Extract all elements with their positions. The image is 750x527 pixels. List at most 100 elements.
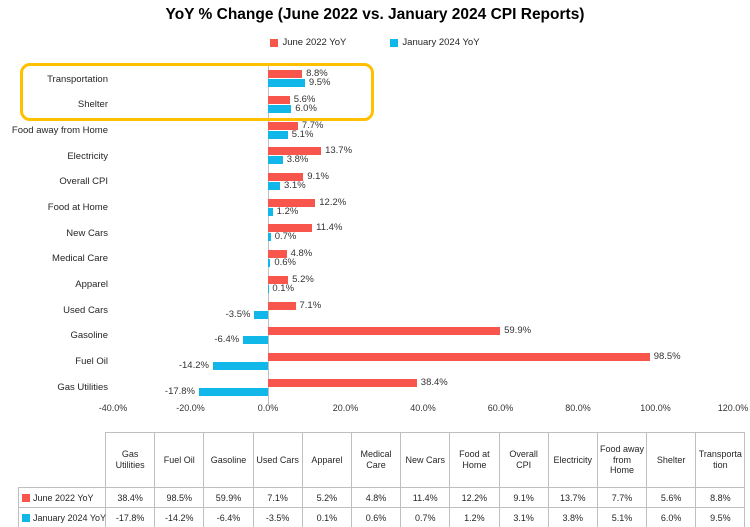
table-row-january-2024-yoy: January 2024 YoY -17.8% -14.2% -6.4% -3.5% 0.…: [18, 507, 746, 527]
x-axis-tick-label: 0.0%: [257, 403, 279, 413]
category-label-medical-care: Medical Care: [52, 253, 108, 265]
table-column-header-medical-care: Medical Care: [350, 432, 402, 488]
data-label: 7.1%: [299, 299, 322, 311]
category-label-gasoline: Gasoline: [70, 330, 109, 342]
gas-utilities-june-2022-bar: [268, 378, 417, 387]
table-cell: -17.8%: [104, 507, 156, 527]
legend-label: June 2022 YoY: [282, 37, 347, 48]
legend-swatch-icon: [270, 38, 279, 47]
plot-area: Transportation 8.8% 9.5% Shelter 5.6% 6.0% Foo…: [11, 66, 749, 413]
fuel-oil-june-2022-bar: [268, 352, 650, 361]
legend-item-january-2024-yoy: January 2024 YoY: [390, 37, 480, 48]
table-column-header-overall-cpi: Overall CPI: [498, 432, 549, 488]
data-label: 38.4%: [420, 376, 448, 388]
x-axis-tick-label: 40.0%: [410, 403, 436, 413]
food-at-home-january-2024-bar: [268, 207, 273, 216]
table-cell: 59.9%: [203, 487, 254, 508]
table-cell: 8.8%: [695, 487, 746, 508]
category-label-used-cars: Used Cars: [63, 304, 108, 316]
table-cell: -14.2%: [154, 507, 205, 527]
table-cell: 6.0%: [646, 507, 697, 527]
data-label: 9.1%: [307, 171, 329, 183]
data-label: 1.2%: [276, 205, 299, 217]
x-axis-tick-label: 100.0%: [640, 403, 671, 413]
data-label: 6.0%: [295, 102, 317, 114]
food-away-from-home-june-2022-bar: [268, 121, 298, 130]
table-cell: 5.2%: [301, 487, 352, 508]
table-cell: 3.8%: [547, 507, 598, 527]
table-cell: 1.2%: [449, 507, 500, 527]
data-label: -17.8%: [164, 385, 196, 397]
new-cars-january-2024-bar: [268, 233, 271, 242]
x-axis-tick-label: -20.0%: [176, 403, 205, 413]
legend-label: January 2024 YoY: [402, 37, 480, 48]
table-cell: -6.4%: [203, 507, 254, 527]
table-cell: 98.5%: [154, 487, 205, 508]
x-axis-tick-label: 60.0%: [487, 403, 514, 413]
table-row-june-2022-yoy: June 2022 YoY 38.4% 98.5% 59.9% 7.1% 5.2% 4.8%…: [18, 487, 746, 508]
apparel-january-2024-bar: [268, 284, 269, 293]
data-label: 59.9%: [504, 325, 532, 337]
table-column-header-electricity: Electricity: [547, 432, 598, 488]
data-label: 7.7%: [301, 119, 324, 131]
table-cell: 3.1%: [498, 507, 549, 527]
x-axis-tick-label: -40.0%: [98, 403, 128, 413]
data-label: 12.2%: [319, 196, 347, 208]
x-axis-tick-label: 120.0%: [717, 403, 749, 413]
food-away-from-home-january-2024-bar: [268, 130, 288, 139]
highlight-box: [20, 63, 374, 121]
table-column-header-food-at-home: Food at Home: [449, 432, 500, 488]
table-cell: 9.1%: [498, 487, 549, 508]
table-column-header-gasoline: Gasoline: [203, 432, 254, 488]
table-column-header-shelter: Shelter: [646, 432, 697, 488]
table-cell: 5.6%: [646, 487, 697, 508]
data-table: Gas Utilities Fuel Oil Gasoline Used Cars Ap…: [18, 432, 746, 527]
data-label: 4.8%: [290, 248, 313, 260]
new-cars-june-2022-bar: [268, 224, 313, 233]
data-label: 0.6%: [274, 257, 296, 269]
data-label: 11.4%: [316, 222, 343, 234]
used-cars-january-2024-bar: [254, 310, 268, 319]
fuel-oil-january-2024-bar: [212, 361, 268, 370]
table-cell: 12.2%: [449, 487, 500, 508]
data-label: 5.1%: [291, 128, 314, 140]
category-label-food-away-from-home: Food away from Home: [11, 124, 108, 136]
data-label: 8.8%: [306, 68, 328, 80]
table-cell: 0.6%: [350, 507, 402, 527]
table-column-header-food-away-from-home: Food away from Home: [596, 432, 648, 488]
table-cell: 5.1%: [596, 507, 648, 527]
used-cars-june-2022-bar: [268, 301, 296, 310]
transportation-june-2022-bar: [268, 70, 303, 79]
table-column-header-apparel: Apparel: [301, 432, 352, 488]
data-label: 0.7%: [274, 231, 297, 243]
gasoline-june-2022-bar: [268, 327, 501, 336]
table-row-label: January 2024 YoY: [18, 507, 106, 527]
table-column-header-gas-utilities: Gas Utilities: [104, 432, 156, 488]
table-cell: -3.5%: [252, 507, 303, 527]
series-swatch-icon: [22, 493, 30, 502]
medical-care-january-2024-bar: [268, 259, 271, 268]
food-at-home-june-2022-bar: [268, 198, 316, 207]
shelter-june-2022-bar: [268, 95, 290, 104]
data-label: -3.5%: [225, 308, 251, 320]
data-label: 5.6%: [293, 93, 316, 105]
category-label-apparel: Apparel: [75, 279, 108, 291]
table-cell: 13.7%: [547, 487, 598, 508]
category-label-shelter: Shelter: [77, 99, 108, 111]
table-column-header-used-cars: Used Cars: [252, 432, 303, 488]
category-label-electricity: Electricity: [67, 150, 108, 162]
table-row-label: June 2022 YoY: [18, 487, 106, 508]
category-label-new-cars: New Cars: [66, 227, 108, 239]
category-label-transportation: Transportation: [47, 73, 108, 85]
table-cell: 11.4%: [400, 487, 451, 508]
legend-swatch-icon: [390, 38, 399, 47]
gasoline-january-2024-bar: [243, 336, 268, 345]
table-cell: 0.1%: [301, 507, 352, 527]
data-label: 3.8%: [286, 154, 309, 166]
table-cell: 7.1%: [252, 487, 303, 508]
data-label: 3.1%: [284, 180, 306, 192]
legend: June 2022 YoY January 2024 YoY: [0, 37, 750, 48]
overall-cpi-june-2022-bar: [268, 173, 304, 182]
category-label-fuel-oil: Fuel Oil: [75, 356, 108, 368]
